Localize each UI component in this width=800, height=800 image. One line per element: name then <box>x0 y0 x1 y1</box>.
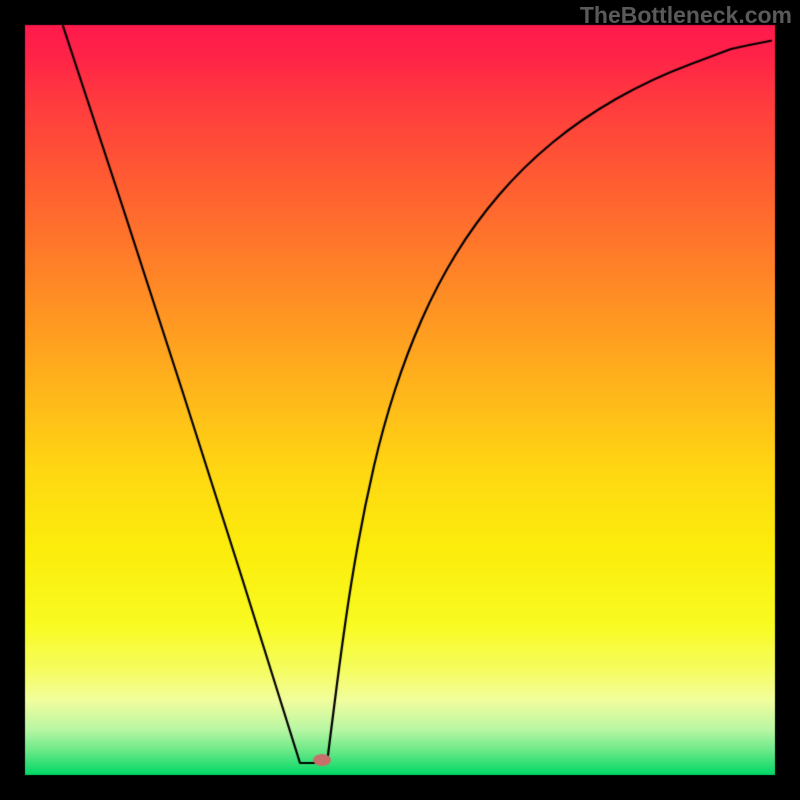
chart-container: TheBottleneck.com <box>0 0 800 800</box>
bottleneck-curve-chart <box>0 0 800 800</box>
